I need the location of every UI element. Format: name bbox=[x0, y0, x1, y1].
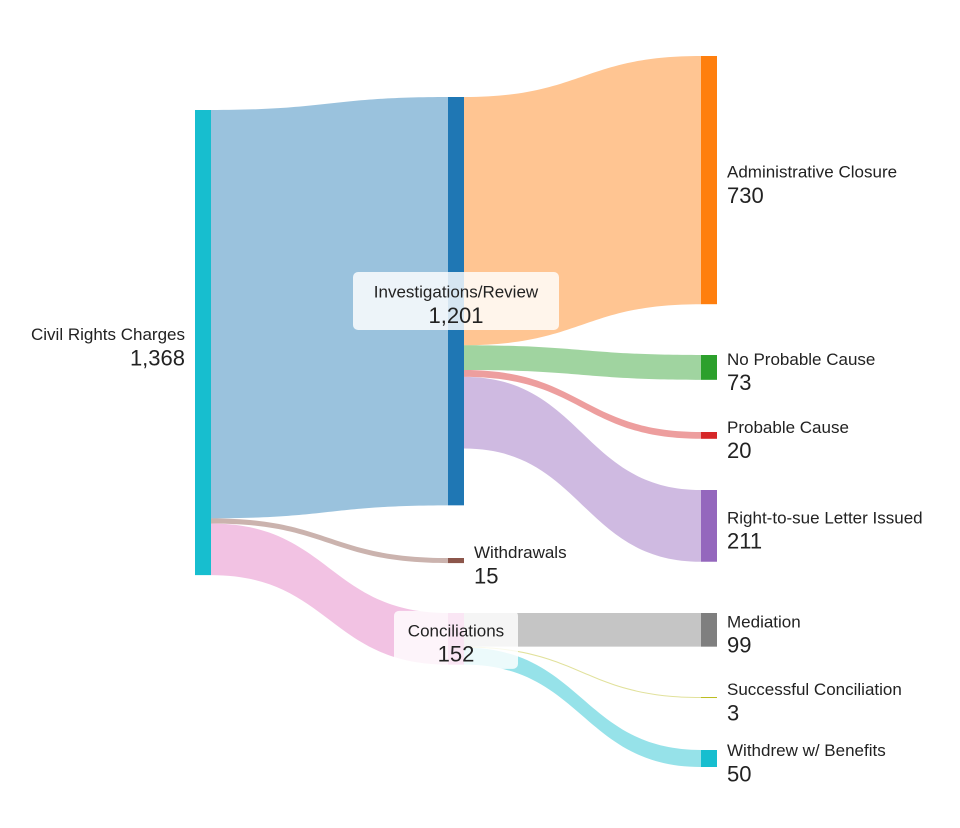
node-value: 99 bbox=[727, 633, 751, 658]
link-con-wb[interactable] bbox=[464, 647, 701, 767]
node-value: 730 bbox=[727, 183, 764, 208]
node-value: 152 bbox=[438, 642, 475, 667]
link-inv-pc[interactable] bbox=[464, 370, 701, 439]
node-label: Conciliations bbox=[408, 621, 504, 640]
node-adm[interactable] bbox=[701, 56, 717, 305]
node-rts[interactable] bbox=[701, 490, 717, 562]
node-label: Successful Conciliation bbox=[727, 680, 902, 699]
node-value: 20 bbox=[727, 438, 751, 463]
node-wd[interactable] bbox=[448, 558, 464, 564]
node-label: No Probable Cause bbox=[727, 350, 875, 369]
node-value: 3 bbox=[727, 700, 739, 725]
node-label: Probable Cause bbox=[727, 418, 849, 437]
node-value: 73 bbox=[727, 370, 751, 395]
node-label: Mediation bbox=[727, 612, 801, 631]
link-civil-con[interactable] bbox=[211, 523, 448, 665]
node-label-box bbox=[353, 272, 559, 330]
node-wb[interactable] bbox=[701, 750, 717, 767]
node-value: 50 bbox=[727, 761, 751, 786]
node-label: Withdrawals bbox=[474, 543, 567, 562]
node-value: 1,201 bbox=[428, 303, 483, 328]
node-label-box bbox=[394, 610, 518, 669]
link-civil-inv[interactable] bbox=[211, 97, 448, 519]
node-med[interactable] bbox=[701, 613, 717, 647]
node-civil[interactable] bbox=[195, 110, 211, 576]
link-inv-rts[interactable] bbox=[464, 376, 701, 562]
node-label: Withdrew w/ Benefits bbox=[727, 741, 886, 760]
link-civil-wd[interactable] bbox=[211, 518, 448, 564]
node-value: 1,368 bbox=[130, 345, 185, 370]
link-con-med[interactable] bbox=[464, 613, 701, 647]
node-pc[interactable] bbox=[701, 432, 717, 439]
link-inv-npc[interactable] bbox=[464, 345, 701, 380]
node-npc[interactable] bbox=[701, 355, 717, 380]
node-label: Civil Rights Charges bbox=[31, 325, 185, 344]
link-con-sc[interactable] bbox=[464, 646, 701, 699]
node-label: Investigations/Review bbox=[374, 282, 539, 301]
node-sc[interactable] bbox=[701, 697, 717, 699]
node-value: 15 bbox=[474, 563, 498, 588]
node-label: Right-to-sue Letter Issued bbox=[727, 508, 923, 527]
node-value: 211 bbox=[727, 529, 762, 554]
node-label: Administrative Closure bbox=[727, 163, 897, 182]
